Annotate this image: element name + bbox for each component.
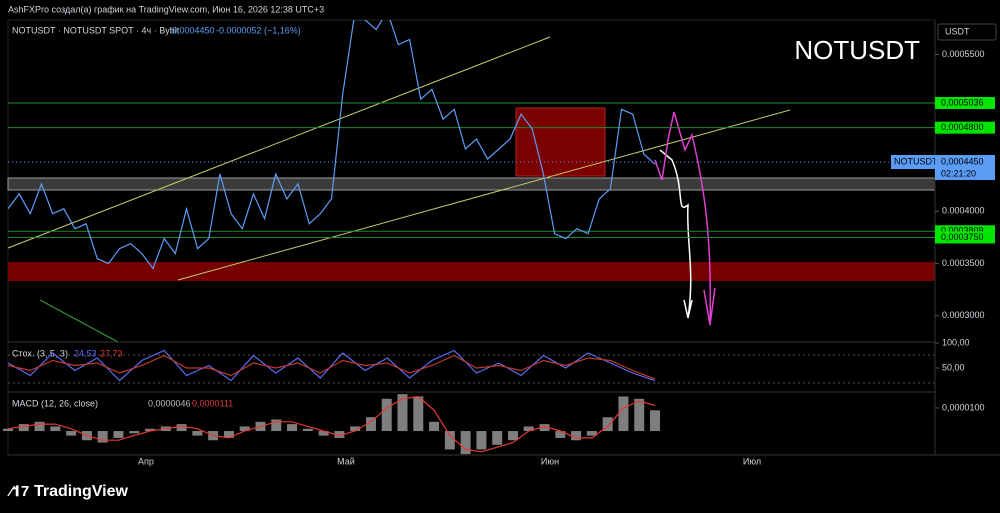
legend: NOTUSDT · NOTUSDT SPOT · 4ч · Bybit [12, 25, 180, 35]
y-tick-label: 0,0000100 [942, 402, 985, 412]
histogram-bar [3, 428, 13, 432]
symbol-tag-text: NOTUSDT [894, 156, 938, 166]
level-tag-text: 0,0004800 [941, 122, 984, 132]
histogram-bar [97, 431, 108, 443]
macd-title: MACD (12, 26, close) [12, 398, 98, 408]
histogram-bar [571, 431, 582, 441]
histogram-bar [618, 396, 629, 432]
level-tag-text: 0,0003809 [941, 226, 984, 236]
macd-signal: 0,0000111 [192, 398, 233, 408]
series-line [8, 20, 656, 270]
histogram-bar [113, 431, 124, 438]
symbol-tag [891, 155, 935, 169]
x-tick-label: Июн [541, 456, 559, 466]
countdown: 02:21:20 [941, 168, 976, 178]
histogram-bar [492, 431, 503, 445]
y-tick-label: 100,00 [942, 337, 970, 347]
histogram-bar [192, 431, 203, 436]
histogram-bar [129, 431, 140, 434]
currency: USDT [945, 26, 970, 36]
histogram-bar [271, 419, 282, 432]
histogram-bar [634, 398, 645, 432]
price-tag [935, 155, 995, 180]
histogram-bar [223, 431, 234, 438]
y-tick-label: 0.0004000 [942, 206, 985, 216]
y-tick-label: 50,00 [942, 362, 965, 372]
histogram-bar [397, 394, 408, 432]
trend-line [39, 299, 119, 343]
price-tag-text: 0,0004450 [941, 156, 984, 166]
histogram-bar [429, 421, 440, 432]
histogram-bar [50, 426, 61, 432]
histogram-bar [539, 424, 550, 432]
legend-change: -0.0000052 [216, 25, 262, 35]
trend-line [7, 36, 551, 249]
series-line [7, 349, 656, 382]
histogram-bar [18, 424, 29, 432]
projection-arrow [654, 111, 716, 326]
level-tag [935, 231, 995, 244]
histogram-bar [239, 426, 250, 432]
stoch-d: 27,73 [100, 348, 123, 358]
series-line [7, 354, 656, 380]
level-tag-text: 0,0005036 [941, 97, 984, 107]
histogram-bar [586, 431, 597, 436]
level-tag [935, 97, 995, 110]
legend-last: 0,0004450 [172, 25, 215, 35]
histogram-bar [602, 417, 613, 432]
x-tick-label: Июл [743, 456, 761, 466]
y-tick-label: 0.0003500 [942, 258, 985, 268]
y-tick-label: 0.0005500 [942, 49, 985, 59]
histogram-bar [507, 431, 518, 441]
header: AshFXPro создал(а) график на TradingView… [8, 4, 324, 14]
histogram-bar [350, 426, 361, 432]
histogram-bar [365, 417, 376, 432]
histogram-bar [460, 431, 471, 455]
red-box [515, 107, 606, 177]
brand: TradingView [34, 483, 129, 500]
histogram-bar [176, 424, 187, 432]
trend-line [177, 109, 791, 281]
histogram-bar [555, 431, 566, 438]
histogram-bar [650, 410, 660, 432]
histogram-bar [318, 431, 329, 436]
histogram-bar [476, 431, 487, 450]
histogram-bar [413, 396, 424, 432]
legend-change-pct: (−1,16%) [264, 25, 301, 35]
gray-zone [7, 177, 936, 191]
histogram-bar [34, 421, 45, 432]
histogram-bar [287, 424, 298, 432]
series-line [7, 395, 656, 453]
x-tick-label: Апр [138, 456, 154, 466]
x-tick-label: Май [337, 456, 355, 466]
macd-hist: 0,0000046 [148, 398, 191, 408]
level-tag [935, 121, 995, 134]
chart-title: NOTUSDT [794, 35, 920, 65]
level-tag-text: 0,0003750 [941, 232, 984, 242]
histogram-bar [523, 426, 534, 432]
red-zone [8, 262, 935, 281]
currency-box [937, 23, 997, 41]
stoch-k: 24,53 [74, 348, 97, 358]
histogram-bar [145, 428, 156, 432]
histogram-bar [66, 431, 77, 436]
y-tick-label: 0.0003000 [942, 310, 985, 320]
histogram-bar [334, 431, 345, 438]
logo-mark: ⁄𝟏7 [7, 483, 29, 500]
projection-arrow [659, 149, 693, 319]
histogram-bar [444, 431, 455, 450]
histogram-bar [302, 428, 313, 432]
stoch-title: Стох. (3, 5, 3) [12, 348, 68, 358]
histogram-bar [381, 398, 392, 432]
